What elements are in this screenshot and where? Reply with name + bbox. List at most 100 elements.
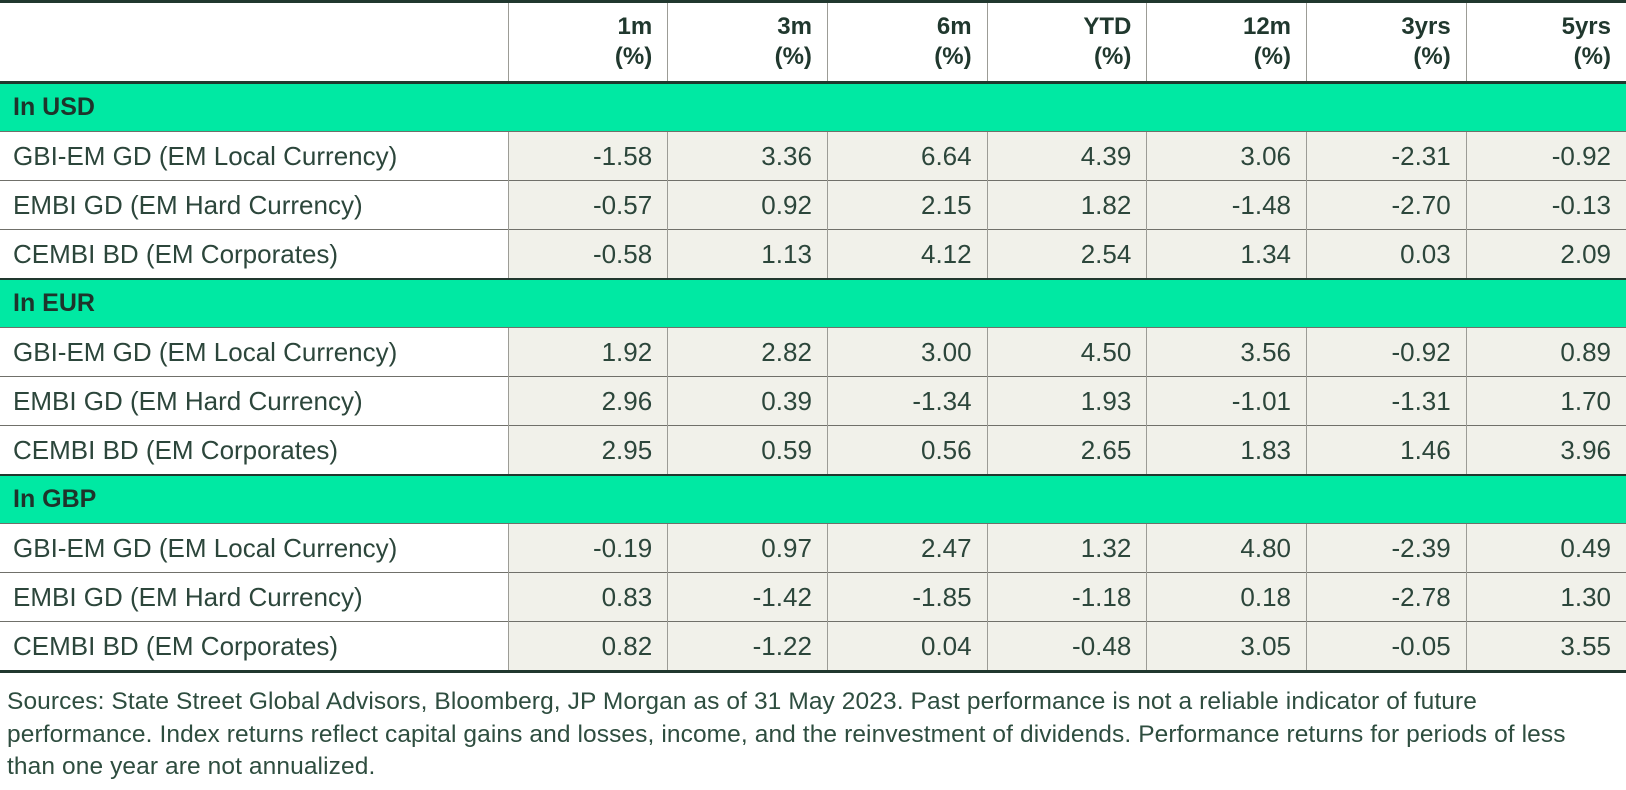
- source-footnote: Sources: State Street Global Advisors, B…: [7, 688, 1566, 780]
- table-row-eur-gbi-em: GBI-EM GD (EM Local Currency) 1.92 2.82 …: [0, 327, 1626, 377]
- value-cell: -1.48: [1146, 180, 1307, 230]
- value-cell: 0.04: [826, 621, 988, 672]
- column-header-1m: 1m (%): [507, 1, 668, 84]
- value-cell: 0.82: [507, 621, 668, 672]
- value-cell: -0.58: [507, 229, 668, 279]
- value-cell: 0.89: [1465, 327, 1626, 377]
- value-cell: 2.96: [507, 376, 668, 426]
- value-cell: -2.31: [1306, 131, 1467, 181]
- value-cell: 1.34: [1146, 229, 1307, 279]
- column-header-3m: 3m (%): [667, 1, 828, 84]
- value-cell: 0.83: [507, 572, 668, 622]
- column-period-label: 5yrs: [1561, 13, 1611, 40]
- value-cell: -1.34: [826, 376, 988, 426]
- value-cell: -0.48: [986, 621, 1147, 672]
- corner-cell: [0, 1, 508, 84]
- value-cell: 0.49: [1465, 523, 1626, 573]
- section-label: In USD: [0, 81, 1626, 132]
- value-cell: 0.18: [1146, 572, 1307, 622]
- value-cell: -0.57: [507, 180, 668, 230]
- index-name: GBI-EM GD (EM Local Currency): [0, 523, 508, 573]
- value-cell: 4.39: [986, 131, 1147, 181]
- index-name: EMBI GD (EM Hard Currency): [0, 376, 508, 426]
- value-cell: 3.06: [1146, 131, 1307, 181]
- section-header-gbp: In GBP: [0, 474, 1626, 524]
- value-cell: -0.05: [1306, 621, 1467, 672]
- value-cell: 1.32: [986, 523, 1147, 573]
- value-cell: 4.12: [826, 229, 988, 279]
- column-period-label: 6m: [936, 13, 972, 40]
- value-cell: -1.22: [667, 621, 828, 672]
- column-header-row: 1m (%) 3m (%) 6m (%) YTD (%) 12m (%) 3yrs (%) …: [0, 1, 1626, 84]
- value-cell: 1.82: [986, 180, 1147, 230]
- value-cell: 2.95: [507, 425, 668, 475]
- value-cell: -1.18: [986, 572, 1147, 622]
- value-cell: 2.54: [986, 229, 1147, 279]
- value-cell: 1.93: [986, 376, 1147, 426]
- value-cell: -1.58: [507, 131, 668, 181]
- column-header-ytd: YTD (%): [986, 1, 1147, 84]
- column-unit-label: (%): [934, 43, 972, 70]
- section-header-usd: In USD: [0, 81, 1626, 132]
- table-row-eur-embi: EMBI GD (EM Hard Currency) 2.96 0.39 -1.…: [0, 376, 1626, 426]
- column-unit-label: (%): [1413, 43, 1451, 70]
- column-header-3yrs: 3yrs (%): [1306, 1, 1467, 84]
- column-unit-label: (%): [774, 43, 812, 70]
- value-cell: 1.13: [667, 229, 828, 279]
- value-cell: 6.64: [826, 131, 988, 181]
- column-unit-label: (%): [1093, 43, 1132, 70]
- section-label: In GBP: [0, 474, 1626, 524]
- value-cell: 0.39: [667, 376, 828, 426]
- column-period-label: 1m: [617, 13, 653, 40]
- column-unit-label: (%): [1573, 43, 1611, 70]
- index-name: CEMBI BD (EM Corporates): [0, 229, 508, 279]
- index-name: CEMBI BD (EM Corporates): [0, 621, 508, 672]
- table-row-eur-cembi: CEMBI BD (EM Corporates) 2.95 0.59 0.56 …: [0, 425, 1626, 475]
- column-header-5yrs: 5yrs (%): [1465, 1, 1626, 84]
- index-name: GBI-EM GD (EM Local Currency): [0, 327, 508, 377]
- value-cell: 4.50: [986, 327, 1147, 377]
- value-cell: -0.19: [507, 523, 668, 573]
- column-period-label: YTD: [1083, 13, 1132, 40]
- value-cell: 0.03: [1306, 229, 1467, 279]
- value-cell: 1.46: [1306, 425, 1467, 475]
- column-unit-label: (%): [1253, 43, 1292, 70]
- table-row-gbp-cembi: CEMBI BD (EM Corporates) 0.82 -1.22 0.04…: [0, 621, 1626, 672]
- value-cell: -1.42: [667, 572, 828, 622]
- value-cell: -2.78: [1306, 572, 1467, 622]
- table-row-usd-cembi: CEMBI BD (EM Corporates) -0.58 1.13 4.12…: [0, 229, 1626, 279]
- value-cell: 2.15: [826, 180, 988, 230]
- index-performance-table: 1m (%) 3m (%) 6m (%) YTD (%) 12m (%) 3yrs (%) …: [0, 0, 1626, 673]
- index-name: GBI-EM GD (EM Local Currency): [0, 131, 508, 181]
- column-period-label: 12m: [1242, 13, 1292, 40]
- value-cell: 1.83: [1146, 425, 1307, 475]
- value-cell: -2.70: [1306, 180, 1467, 230]
- value-cell: -2.39: [1306, 523, 1467, 573]
- value-cell: 0.56: [826, 425, 988, 475]
- value-cell: 3.36: [667, 131, 828, 181]
- value-cell: 0.92: [667, 180, 828, 230]
- column-unit-label: (%): [614, 43, 653, 70]
- value-cell: 3.56: [1146, 327, 1307, 377]
- index-name: CEMBI BD (EM Corporates): [0, 425, 508, 475]
- value-cell: -0.13: [1465, 180, 1626, 230]
- value-cell: 2.82: [667, 327, 828, 377]
- value-cell: -0.92: [1306, 327, 1467, 377]
- value-cell: -1.31: [1306, 376, 1467, 426]
- value-cell: 2.09: [1465, 229, 1626, 279]
- value-cell: 3.96: [1465, 425, 1626, 475]
- table-row-usd-embi: EMBI GD (EM Hard Currency) -0.57 0.92 2.…: [0, 180, 1626, 230]
- column-header-12m: 12m (%): [1146, 1, 1307, 84]
- index-name: EMBI GD (EM Hard Currency): [0, 180, 508, 230]
- table-row-gbp-embi: EMBI GD (EM Hard Currency) 0.83 -1.42 -1…: [0, 572, 1626, 622]
- table-row-gbp-gbi-em: GBI-EM GD (EM Local Currency) -0.19 0.97…: [0, 523, 1626, 573]
- value-cell: 0.59: [667, 425, 828, 475]
- value-cell: -1.01: [1146, 376, 1307, 426]
- column-header-6m: 6m (%): [826, 1, 988, 84]
- value-cell: 2.47: [826, 523, 988, 573]
- column-period-label: 3m: [777, 13, 812, 40]
- value-cell: 1.30: [1465, 572, 1626, 622]
- value-cell: -1.85: [826, 572, 988, 622]
- value-cell: 3.05: [1146, 621, 1307, 672]
- value-cell: 2.65: [986, 425, 1147, 475]
